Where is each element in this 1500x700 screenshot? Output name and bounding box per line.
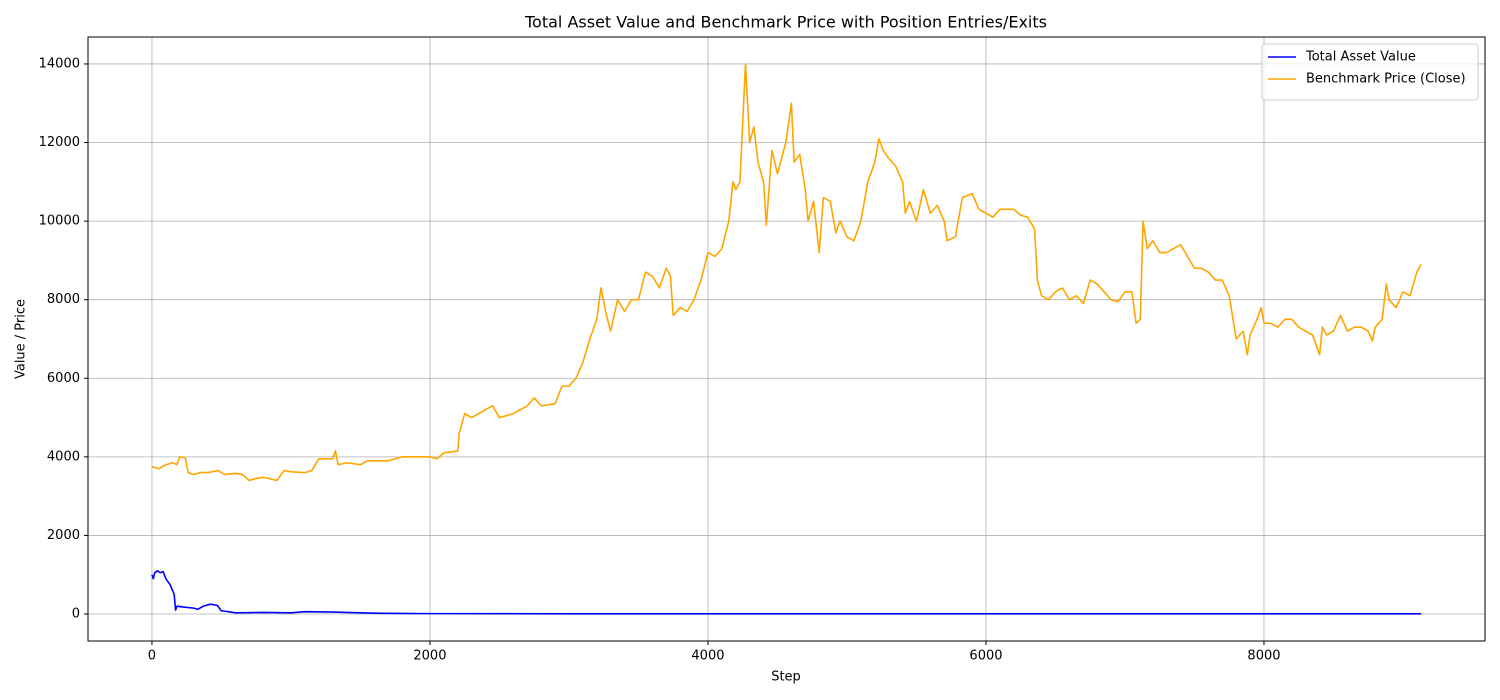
x-tick-label: 8000 [1247,649,1280,664]
y-tick-label: 8000 [47,292,80,307]
legend-label: Total Asset Value [1305,50,1416,65]
chart-title: Total Asset Value and Benchmark Price wi… [524,13,1047,32]
y-tick-label: 10000 [39,214,80,229]
y-axis-label: Value / Price [14,299,29,379]
x-axis-label: Step [771,670,801,685]
x-tick-label: 6000 [969,649,1002,664]
series-line [151,569,1422,615]
y-tick-label: 4000 [47,449,80,464]
plot-frame [87,36,1486,642]
x-tick-label: 4000 [691,649,724,664]
legend-label: Benchmark Price (Close) [1306,72,1466,87]
y-tick-label: 6000 [47,371,80,386]
y-tick-label: 0 [72,607,80,622]
series-line [151,63,1422,482]
legend-box [1261,43,1479,101]
y-tick-label: 12000 [39,135,80,150]
legend: Total Asset Value Benchmark Price (Close) [1261,43,1479,101]
x-tick-label: 2000 [413,649,446,664]
y-tick-label: 2000 [47,528,80,543]
x-tick-label: 0 [148,649,156,664]
y-tick-label: 14000 [39,56,80,71]
